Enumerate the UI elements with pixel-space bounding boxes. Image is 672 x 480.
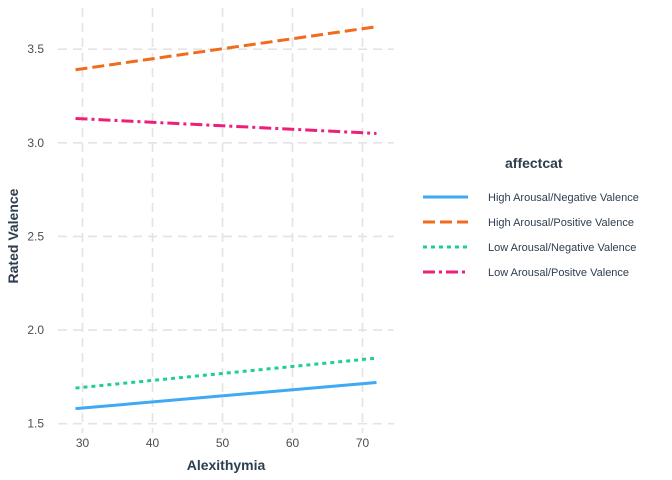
legend-label: High Arousal/Positive Valence	[488, 217, 634, 229]
x-axis-title: Alexithymia	[187, 457, 266, 473]
series-line	[75, 356, 377, 390]
legend-items: High Arousal/Negative Valence High Arousa…	[423, 192, 639, 279]
x-tick-label: 70	[356, 436, 370, 450]
y-tick-label: 3.0	[27, 136, 44, 150]
legend-label: Low Arousal/Positve Valence	[488, 267, 629, 279]
grid-lines	[58, 8, 394, 433]
x-tick-label: 60	[286, 436, 300, 450]
x-tick-label: 30	[76, 436, 90, 450]
x-tick-label: 50	[216, 436, 230, 450]
legend-label: Low Arousal/Negative Valence	[488, 242, 636, 254]
x-tick-label: 40	[146, 436, 160, 450]
series-line	[75, 116, 377, 135]
x-axis-tick-labels: 30 40 50 60 70	[76, 436, 370, 450]
series-line	[75, 380, 377, 411]
y-axis-title: Rated Valence	[5, 188, 21, 283]
y-tick-label: 1.5	[27, 417, 44, 431]
legend: affectcat High Arousal/Negative ValenceH…	[423, 155, 639, 279]
series-line	[75, 25, 377, 72]
y-tick-label: 2.0	[27, 323, 44, 337]
legend-title: affectcat	[505, 155, 563, 171]
y-axis-tick-labels: 1.5 2.0 2.5 3.0 3.5	[27, 42, 44, 430]
series-lines	[75, 25, 377, 411]
y-tick-label: 2.5	[27, 229, 44, 243]
legend-label: High Arousal/Negative Valence	[488, 192, 639, 204]
y-tick-label: 3.5	[27, 42, 44, 56]
